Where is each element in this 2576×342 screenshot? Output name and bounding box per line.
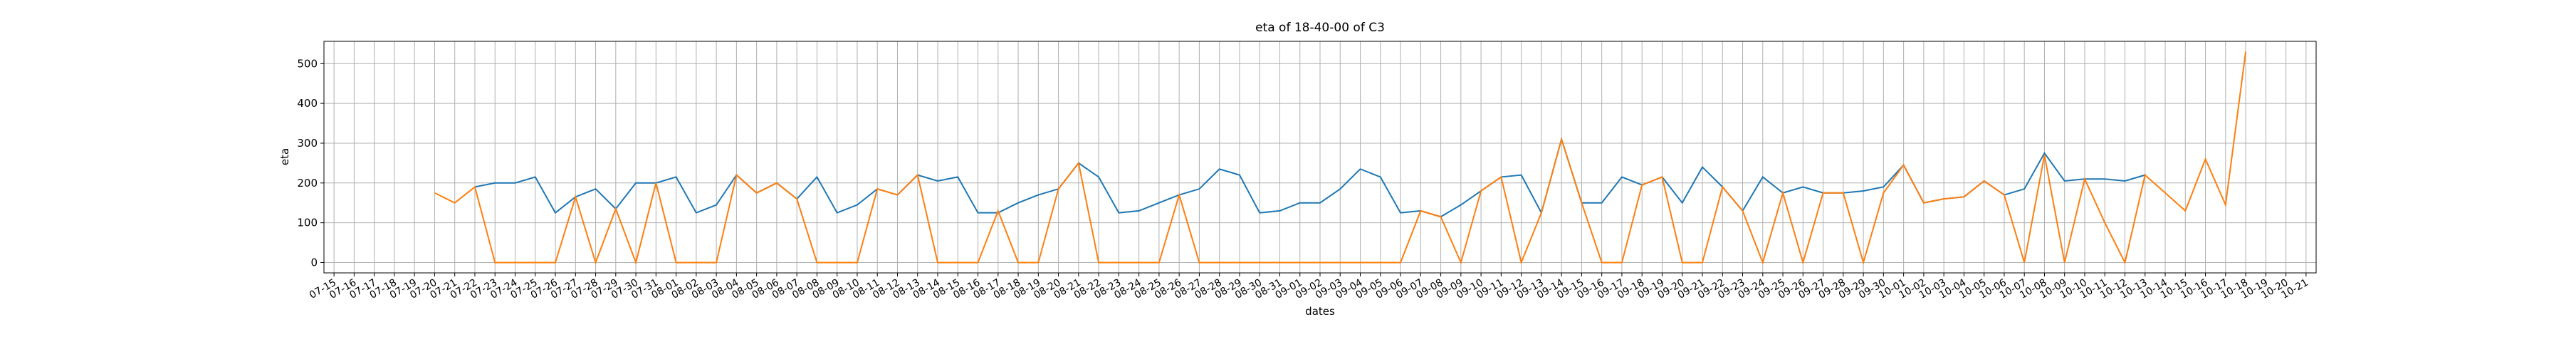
y-tick-label: 500 [297,57,318,70]
y-tick-label: 100 [297,217,318,229]
y-tick-label: 400 [297,97,318,110]
y-tick-label: 0 [310,256,318,269]
plot-frame [323,41,2317,274]
y-tick-label: 200 [297,177,318,190]
x-axis-label: dates [1305,305,1335,318]
chart-title: eta of 18-40-00 of C3 [1255,21,1385,35]
y-axis-label: eta [278,148,291,165]
y-tick-label: 300 [297,137,318,150]
line-series [434,51,2247,266]
